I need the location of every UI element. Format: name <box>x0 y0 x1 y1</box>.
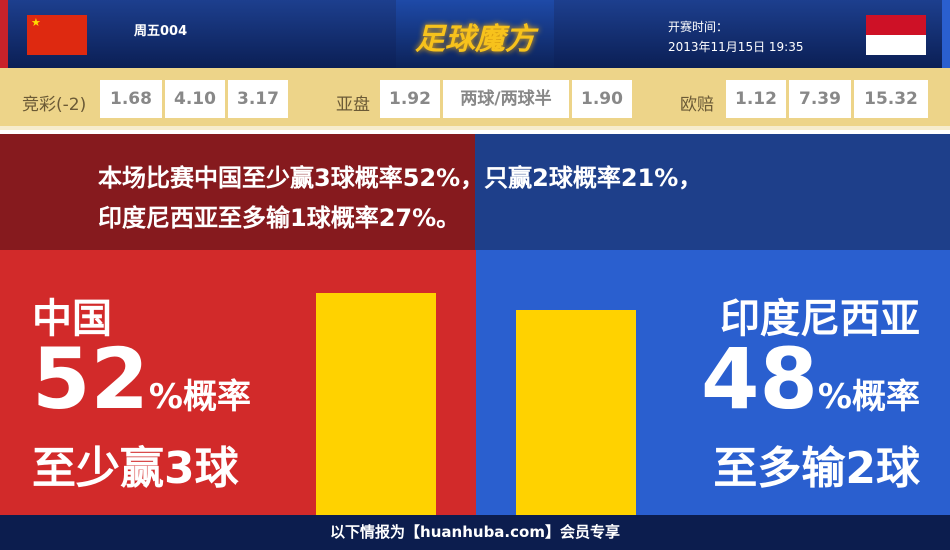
summary-message: 本场比赛中国至少赢3球概率52%，只赢2球概率21%， 印度尼西亚至多输1球概率… <box>0 134 950 250</box>
away-panel: 印度尼西亚 48%概率 至多输2球 <box>476 250 950 515</box>
home-percent-value: 52 <box>32 330 149 428</box>
header: ★ 周五004 足球魔方 开赛时间： 2013年11月15日 19:35 <box>0 0 950 68</box>
summary-line-2: 印度尼西亚至多输1球概率27%。 <box>98 204 461 232</box>
home-desc: 至少赢3球 <box>32 443 239 494</box>
home-percent: 52%概率 <box>32 330 251 428</box>
home-team-name: 中国 <box>32 296 112 342</box>
china-flag-icon: ★ <box>27 15 87 55</box>
indonesia-flag-icon <box>866 15 926 55</box>
oupei-label: 欧赔 <box>680 95 714 115</box>
away-percent-value: 48 <box>701 330 818 428</box>
home-percent-suffix: %概率 <box>148 377 251 417</box>
jingcai-label: 竞彩(-2) <box>22 95 87 115</box>
odds-value: 4.10 <box>165 80 225 118</box>
away-desc: 至多输2球 <box>713 443 920 494</box>
odds-value: 1.92 <box>380 80 440 118</box>
odds-value: 7.39 <box>789 80 851 118</box>
home-probability-bar <box>316 292 436 515</box>
odds-value: 3.17 <box>228 80 288 118</box>
away-team-name: 印度尼西亚 <box>720 296 920 342</box>
odds-value: 两球/两球半 <box>443 80 569 118</box>
home-panel: 中国 52%概率 至少赢3球 <box>0 250 476 515</box>
logo: 足球魔方 <box>415 22 535 57</box>
away-percent: 48%概率 <box>701 330 920 428</box>
left-strip <box>0 0 8 68</box>
odds-value: 1.12 <box>726 80 786 118</box>
kickoff-label: 开赛时间： <box>668 20 729 34</box>
match-number: 周五004 <box>134 24 188 39</box>
yapan-label: 亚盘 <box>336 95 370 115</box>
odds-bar: 竞彩(-2) 1.68 4.10 3.17 亚盘 1.92 两球/两球半 1.9… <box>0 68 950 130</box>
odds-value: 1.68 <box>100 80 162 118</box>
summary-line-1: 本场比赛中国至少赢3球概率52%，只赢2球概率21%， <box>98 164 703 192</box>
away-percent-suffix: %概率 <box>817 377 920 417</box>
logo-box: 足球魔方 <box>396 0 554 68</box>
odds-value: 1.90 <box>572 80 632 118</box>
odds-value: 15.32 <box>854 80 928 118</box>
away-probability-bar <box>516 310 636 515</box>
right-strip <box>942 0 950 68</box>
kickoff-time: 2013年11月15日 19:35 <box>668 40 804 54</box>
member-footer[interactable]: 以下情报为【huanhuba.com】会员专享 <box>0 515 950 550</box>
